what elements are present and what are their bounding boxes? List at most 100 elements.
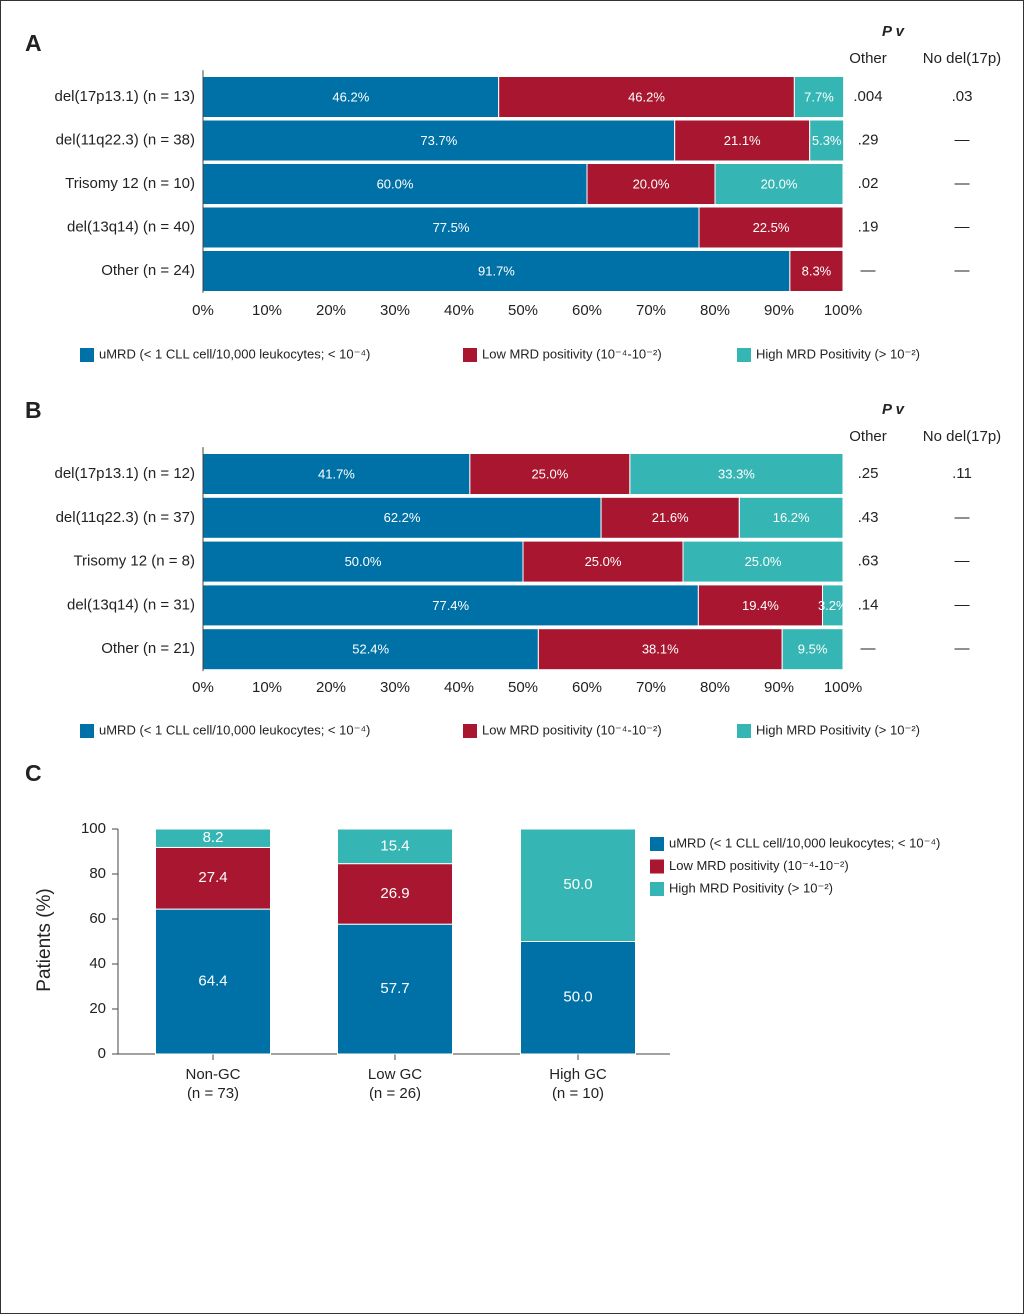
x-tick-label: High GC bbox=[549, 1066, 607, 1083]
bar-segment bbox=[202, 584, 699, 627]
value-label: 46.2% bbox=[628, 89, 665, 104]
bar-segment bbox=[697, 584, 824, 627]
x-tick-label: 70% bbox=[636, 679, 666, 696]
value-label: 19.4% bbox=[742, 598, 779, 613]
bar-segment bbox=[469, 453, 631, 495]
bar-segment bbox=[520, 941, 636, 1055]
x-tick-label: 40% bbox=[444, 679, 474, 696]
bar-segment bbox=[337, 923, 453, 1055]
value-label: 25.0% bbox=[531, 466, 568, 481]
x-tick-label: 50% bbox=[508, 302, 538, 319]
x-tick-label: 10% bbox=[252, 302, 282, 319]
x-tick-note: (n = 73) bbox=[187, 1085, 239, 1102]
panel-label: A bbox=[25, 30, 42, 56]
p-value: — bbox=[955, 640, 970, 657]
bar-segment bbox=[738, 496, 844, 539]
bar-segment bbox=[781, 628, 844, 671]
y-tick-label: Trisomy 12 (n = 8) bbox=[73, 553, 195, 570]
p-value: .25 bbox=[858, 465, 879, 482]
y-tick-label: del(17p13.1) (n = 12) bbox=[54, 465, 195, 482]
value-label: 7.7% bbox=[804, 89, 834, 104]
p-header: P v bbox=[882, 401, 906, 418]
legend-label: High MRD Positivity (> 10⁻²) bbox=[756, 346, 920, 361]
y-tick-label: 0 bbox=[98, 1045, 106, 1062]
value-label: 46.2% bbox=[332, 89, 369, 104]
value-label: 52.4% bbox=[352, 642, 389, 657]
value-label: 60.0% bbox=[377, 176, 414, 191]
value-label: 50.0 bbox=[563, 876, 592, 893]
p-value: .004 bbox=[853, 88, 882, 105]
legend-label: uMRD (< 1 CLL cell/10,000 leukocytes; < … bbox=[669, 835, 940, 850]
bar-segment bbox=[682, 540, 844, 583]
bar-segment bbox=[155, 908, 271, 1055]
p-value: .03 bbox=[952, 88, 973, 105]
y-tick-label: del(13q14) (n = 31) bbox=[67, 596, 195, 613]
x-tick-label: 0% bbox=[192, 302, 214, 319]
legend-swatch bbox=[737, 724, 751, 738]
p-value: — bbox=[955, 509, 970, 526]
p-value: .11 bbox=[952, 465, 972, 482]
legend-swatch bbox=[737, 348, 751, 362]
value-label: 16.2% bbox=[773, 510, 810, 525]
value-label: 77.5% bbox=[433, 220, 470, 235]
panel-label: B bbox=[25, 397, 42, 423]
p-value: — bbox=[955, 262, 970, 279]
y-axis-label: Patients (%) bbox=[34, 888, 55, 991]
legend-swatch bbox=[80, 348, 94, 362]
y-tick-label: 20 bbox=[89, 1000, 106, 1017]
bar-segment bbox=[789, 250, 844, 292]
x-tick-label: 0% bbox=[192, 679, 214, 696]
x-tick-label: 20% bbox=[316, 679, 346, 696]
y-tick-label: Other (n = 21) bbox=[101, 640, 195, 657]
bar-segment bbox=[202, 628, 539, 671]
bar-segment bbox=[155, 828, 271, 848]
p-column: No del(17p) bbox=[923, 50, 1001, 67]
x-tick-label: 80% bbox=[700, 302, 730, 319]
x-tick-label: Non-GC bbox=[185, 1066, 240, 1083]
y-tick-label: 80 bbox=[89, 865, 106, 882]
legend-swatch bbox=[463, 724, 477, 738]
value-label: 21.1% bbox=[724, 133, 761, 148]
bar-segment bbox=[202, 119, 676, 162]
legend-swatch bbox=[650, 837, 664, 851]
x-tick-label: 10% bbox=[252, 679, 282, 696]
x-tick-label: 90% bbox=[764, 302, 794, 319]
bar-segment bbox=[537, 628, 783, 671]
x-tick-label: 40% bbox=[444, 302, 474, 319]
bar-segment bbox=[629, 453, 844, 495]
bar-segment bbox=[337, 828, 453, 865]
y-tick-label: Other (n = 24) bbox=[101, 262, 195, 279]
bar-segment bbox=[822, 584, 844, 627]
x-tick-label: 100% bbox=[824, 679, 862, 696]
bar-segment bbox=[793, 76, 845, 118]
legend-label: Low MRD positivity (10⁻⁴-10⁻²) bbox=[669, 858, 849, 873]
value-label: 26.9 bbox=[380, 885, 409, 902]
y-tick-label: 100 bbox=[81, 820, 106, 837]
value-label: 41.7% bbox=[318, 466, 355, 481]
value-label: 22.5% bbox=[753, 220, 790, 235]
value-label: 8.3% bbox=[802, 263, 832, 278]
x-tick-label: 100% bbox=[824, 302, 862, 319]
y-tick-label: del(17p13.1) (n = 13) bbox=[54, 88, 195, 105]
p-value: .63 bbox=[858, 553, 879, 570]
y-tick-label: del(11q22.3) (n = 38) bbox=[56, 131, 195, 148]
legend-label: High MRD Positivity (> 10⁻²) bbox=[756, 722, 920, 737]
legend-swatch bbox=[650, 882, 664, 896]
bar-segment bbox=[714, 163, 844, 205]
value-label: 20.0% bbox=[761, 176, 798, 191]
p-value: — bbox=[861, 262, 876, 279]
value-label: 50.0% bbox=[345, 554, 382, 569]
value-label: 5.3% bbox=[812, 133, 842, 148]
legend-swatch bbox=[650, 859, 664, 874]
bar-segment bbox=[600, 496, 740, 539]
value-label: 50.0 bbox=[563, 989, 592, 1006]
y-tick-label: Trisomy 12 (n = 10) bbox=[65, 175, 195, 192]
legend-label: uMRD (< 1 CLL cell/10,000 leukocytes; < … bbox=[99, 722, 370, 737]
bar-segment bbox=[202, 250, 791, 292]
p-value: .02 bbox=[858, 175, 879, 192]
bar-segment bbox=[809, 119, 845, 162]
p-value: .43 bbox=[858, 509, 879, 526]
x-tick-note: (n = 10) bbox=[552, 1085, 604, 1102]
x-tick-label: 30% bbox=[380, 302, 410, 319]
